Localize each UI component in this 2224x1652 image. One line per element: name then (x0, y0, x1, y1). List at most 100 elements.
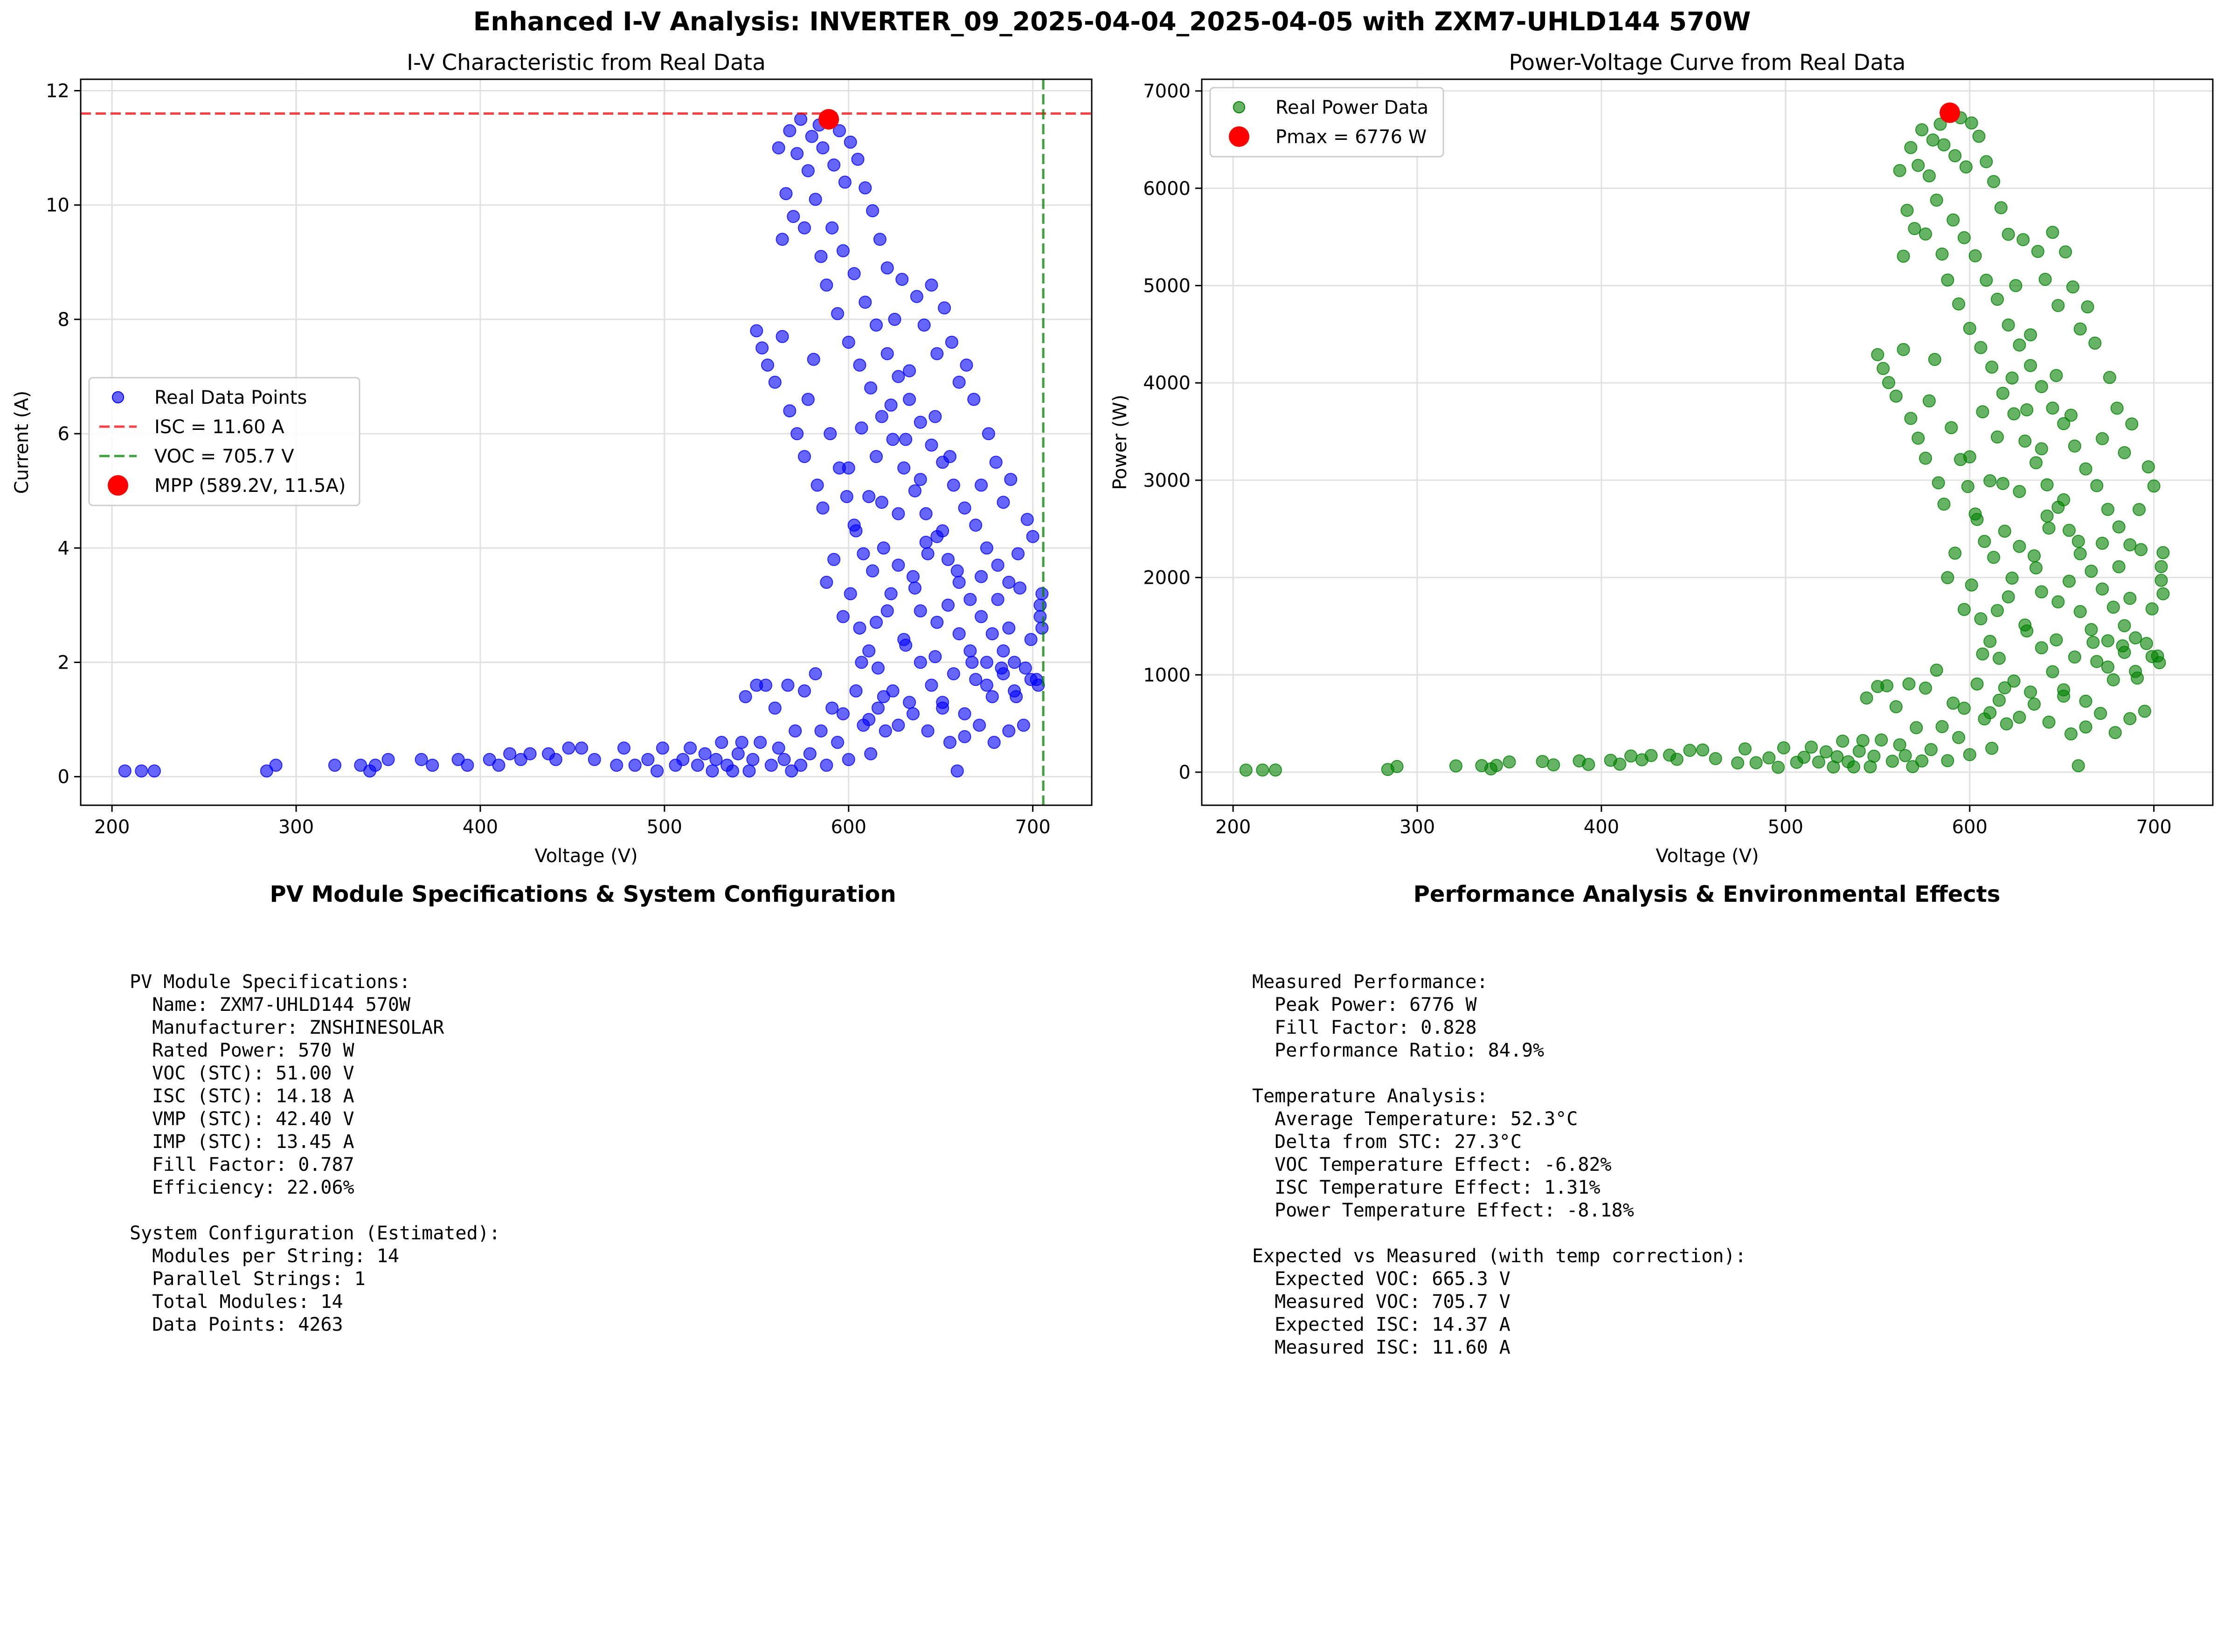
data-point (503, 747, 517, 760)
data-point (1990, 430, 2004, 444)
data-point (742, 764, 756, 778)
data-point (997, 644, 1010, 657)
y-axis-label: Current (A) (11, 391, 33, 494)
data-point (836, 244, 850, 257)
legend-label: VOC = 705.7 V (154, 446, 294, 467)
data-point (1885, 754, 1899, 768)
data-point (980, 656, 993, 669)
data-point (790, 147, 804, 160)
data-point (919, 536, 933, 549)
data-point (698, 747, 712, 760)
data-point (1908, 222, 1921, 235)
x-tick-label: 600 (1952, 816, 1988, 838)
data-point (2013, 485, 2026, 498)
data-point (869, 450, 883, 463)
data-point (2131, 671, 2144, 685)
data-point (958, 501, 971, 515)
data-point (1983, 474, 1997, 488)
data-point (2002, 318, 2015, 332)
y-axis-label: Power (W) (1109, 394, 1131, 490)
data-point (908, 484, 921, 498)
data-point (827, 158, 841, 172)
data-point (820, 278, 833, 292)
data-point (847, 518, 861, 532)
x-tick-label: 700 (1015, 816, 1050, 838)
data-point (2046, 226, 2059, 239)
data-point (914, 656, 927, 669)
data-point (2029, 456, 2043, 470)
data-point (930, 347, 944, 360)
data-point (368, 759, 382, 772)
data-point (2035, 442, 2048, 456)
data-point (790, 427, 804, 441)
data-point (676, 753, 690, 766)
data-point (903, 364, 916, 378)
legend-marker-swatch (1229, 126, 1249, 147)
data-point (1935, 720, 1949, 733)
data-point (1983, 635, 1997, 648)
data-point (1945, 421, 1958, 435)
legend-box (88, 377, 360, 506)
data-point (2133, 503, 2146, 516)
data-point (656, 741, 669, 755)
data-point (2108, 726, 2122, 740)
data-point (980, 541, 993, 555)
spec-line: Parallel Strings: 1 (130, 1268, 366, 1290)
data-point (2064, 727, 2078, 741)
data-point (980, 678, 993, 692)
data-point (135, 764, 148, 778)
data-point (917, 318, 931, 332)
spec-line: Data Points: 4263 (130, 1314, 343, 1335)
data-point (836, 610, 850, 623)
data-point (842, 335, 855, 349)
data-point (2051, 595, 2065, 608)
data-point (628, 759, 642, 772)
data-point (797, 684, 811, 698)
data-point (989, 456, 1003, 469)
data-point (862, 490, 876, 503)
data-point (975, 570, 988, 583)
data-point (2123, 712, 2137, 726)
data-point (2005, 371, 2019, 385)
data-point (879, 724, 892, 738)
data-point (825, 701, 839, 715)
data-point (1926, 133, 1940, 147)
data-point (2155, 560, 2168, 574)
data-point (2101, 634, 2114, 648)
data-point (864, 381, 878, 395)
data-point (549, 753, 562, 766)
data-point (925, 678, 938, 692)
data-point (797, 450, 811, 463)
data-point (1919, 451, 1932, 465)
data-point (1952, 731, 1966, 744)
data-point (1948, 546, 1962, 560)
data-point (1897, 343, 1910, 356)
data-point (2064, 408, 2078, 422)
data-point (1670, 753, 1684, 766)
data-point (991, 559, 1005, 572)
data-point (461, 759, 474, 772)
data-point (960, 358, 973, 372)
data-point (731, 747, 745, 760)
data-point (827, 553, 841, 566)
data-point (2040, 509, 2054, 523)
perf-line: Fill Factor: 0.828 (1252, 1017, 1477, 1038)
data-point (1002, 621, 1016, 635)
x-tick-label: 600 (831, 816, 866, 838)
data-point (1904, 141, 1918, 154)
spec-line: Modules per String: 14 (130, 1245, 399, 1267)
data-point (1941, 754, 1954, 767)
x-tick-label: 200 (94, 816, 130, 838)
data-point (776, 233, 789, 246)
data-point (779, 187, 793, 200)
y-tick-label: 7000 (1143, 81, 1191, 102)
data-point (1985, 360, 1999, 374)
data-point (884, 398, 898, 412)
data-point (2088, 336, 2102, 350)
perf-line (1252, 1222, 1746, 1245)
data-point (2123, 592, 2137, 605)
data-point (811, 478, 824, 492)
data-point (1026, 530, 1039, 543)
data-point (2042, 521, 2056, 535)
